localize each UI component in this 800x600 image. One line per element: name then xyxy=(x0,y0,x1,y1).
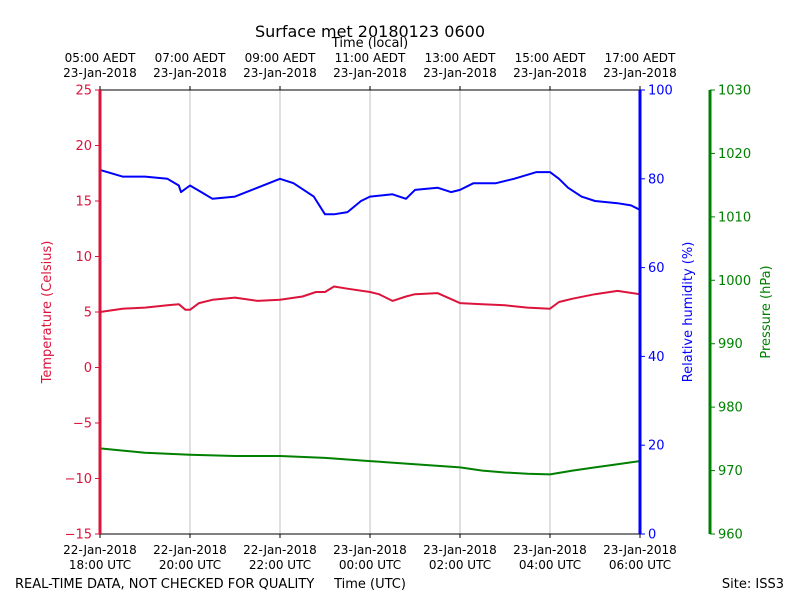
pressure-tick-label-5: 1010 xyxy=(718,210,751,225)
temperature-tick-label-5: 10 xyxy=(75,250,92,265)
utc-date-label-6: 23-Jan-2018 xyxy=(603,543,677,557)
local-date-label-3: 23-Jan-2018 xyxy=(333,66,407,80)
utc-date-label-0: 22-Jan-2018 xyxy=(63,543,137,557)
temperature-axis: −15 −10 −5 0 5 10 15 20 25 xyxy=(65,84,100,543)
local-date-label-5: 23-Jan-2018 xyxy=(513,66,587,80)
local-date-label-4: 23-Jan-2018 xyxy=(423,66,497,80)
temperature-tick-label-6: 15 xyxy=(75,195,92,210)
x-axis-label: Time (UTC) xyxy=(333,577,406,592)
pressure-line xyxy=(99,447,641,476)
utc-date-label-1: 22-Jan-2018 xyxy=(153,543,227,557)
local-date-label-1: 23-Jan-2018 xyxy=(153,66,227,80)
temperature-tick-label-2: −5 xyxy=(73,417,92,432)
temperature-tick-label-3: 0 xyxy=(84,361,92,376)
local-time-label-4: 13:00 AEDT xyxy=(425,51,496,65)
pressure-tick-label-6: 1020 xyxy=(718,147,751,162)
pressure-tick-label-4: 1000 xyxy=(718,274,751,289)
temperature-tick-label-4: 5 xyxy=(84,306,92,321)
temperature-tick-label-1: −10 xyxy=(65,472,92,487)
utc-time-label-5: 04:00 UTC xyxy=(519,558,581,572)
local-time-label-2: 09:00 AEDT xyxy=(245,51,316,65)
utc-date-label-3: 23-Jan-2018 xyxy=(333,543,407,557)
pressure-tick-label-7: 1030 xyxy=(718,84,751,99)
pressure-axis: 960 970 980 990 1000 1010 1020 1030 xyxy=(710,84,751,543)
temperature-tick-label-8: 25 xyxy=(75,84,92,99)
utc-time-label-0: 18:00 UTC xyxy=(69,558,131,572)
grid xyxy=(189,90,551,534)
pressure-tick-label-2: 980 xyxy=(718,401,743,416)
series-group xyxy=(99,168,641,476)
local-time-label-0: 05:00 AEDT xyxy=(65,51,136,65)
local-date-label-6: 23-Jan-2018 xyxy=(603,66,677,80)
temperature-line xyxy=(99,285,641,313)
humidity-tick-label-1: 20 xyxy=(648,439,665,454)
temperature-tick-label-0: −15 xyxy=(65,528,92,543)
local-time-label-3: 11:00 AEDT xyxy=(335,51,406,65)
temperature-axis-label: Temperature (Celsius) xyxy=(40,241,55,385)
utc-time-label-3: 00:00 UTC xyxy=(339,558,401,572)
local-time-label-5: 15:00 AEDT xyxy=(515,51,586,65)
pressure-tick-label-1: 970 xyxy=(718,464,743,479)
footer-right: Site: ISS3 xyxy=(722,577,784,592)
local-date-label-0: 23-Jan-2018 xyxy=(63,66,137,80)
utc-date-label-5: 23-Jan-2018 xyxy=(513,543,587,557)
pressure-tick-label-0: 960 xyxy=(718,528,743,543)
top-axis-label: Time (local) xyxy=(331,36,408,51)
humidity-tick-label-0: 0 xyxy=(648,528,656,543)
humidity-line xyxy=(99,168,641,216)
humidity-axis-label: Relative humidity (%) xyxy=(681,242,696,383)
humidity-tick-label-2: 40 xyxy=(648,350,665,365)
humidity-tick-label-4: 80 xyxy=(648,172,665,187)
utc-time-label-1: 20:00 UTC xyxy=(159,558,221,572)
temperature-tick-label-7: 20 xyxy=(75,139,92,154)
utc-date-label-2: 22-Jan-2018 xyxy=(243,543,317,557)
utc-date-label-4: 23-Jan-2018 xyxy=(423,543,497,557)
utc-time-label-4: 02:00 UTC xyxy=(429,558,491,572)
local-time-label-6: 17:00 AEDT xyxy=(605,51,676,65)
humidity-tick-label-5: 100 xyxy=(648,84,673,99)
pressure-tick-label-3: 990 xyxy=(718,337,743,352)
footer-left: REAL-TIME DATA, NOT CHECKED FOR QUALITY xyxy=(15,577,314,592)
chart-title: Surface met 20180123 0600 xyxy=(255,22,485,41)
humidity-tick-label-3: 60 xyxy=(648,261,665,276)
local-time-label-1: 07:00 AEDT xyxy=(155,51,226,65)
pressure-axis-label: Pressure (hPa) xyxy=(759,265,774,358)
utc-time-label-6: 06:00 UTC xyxy=(609,558,671,572)
humidity-axis: 0 20 40 60 80 100 xyxy=(640,84,673,543)
local-date-label-2: 23-Jan-2018 xyxy=(243,66,317,80)
utc-time-label-2: 22:00 UTC xyxy=(249,558,311,572)
